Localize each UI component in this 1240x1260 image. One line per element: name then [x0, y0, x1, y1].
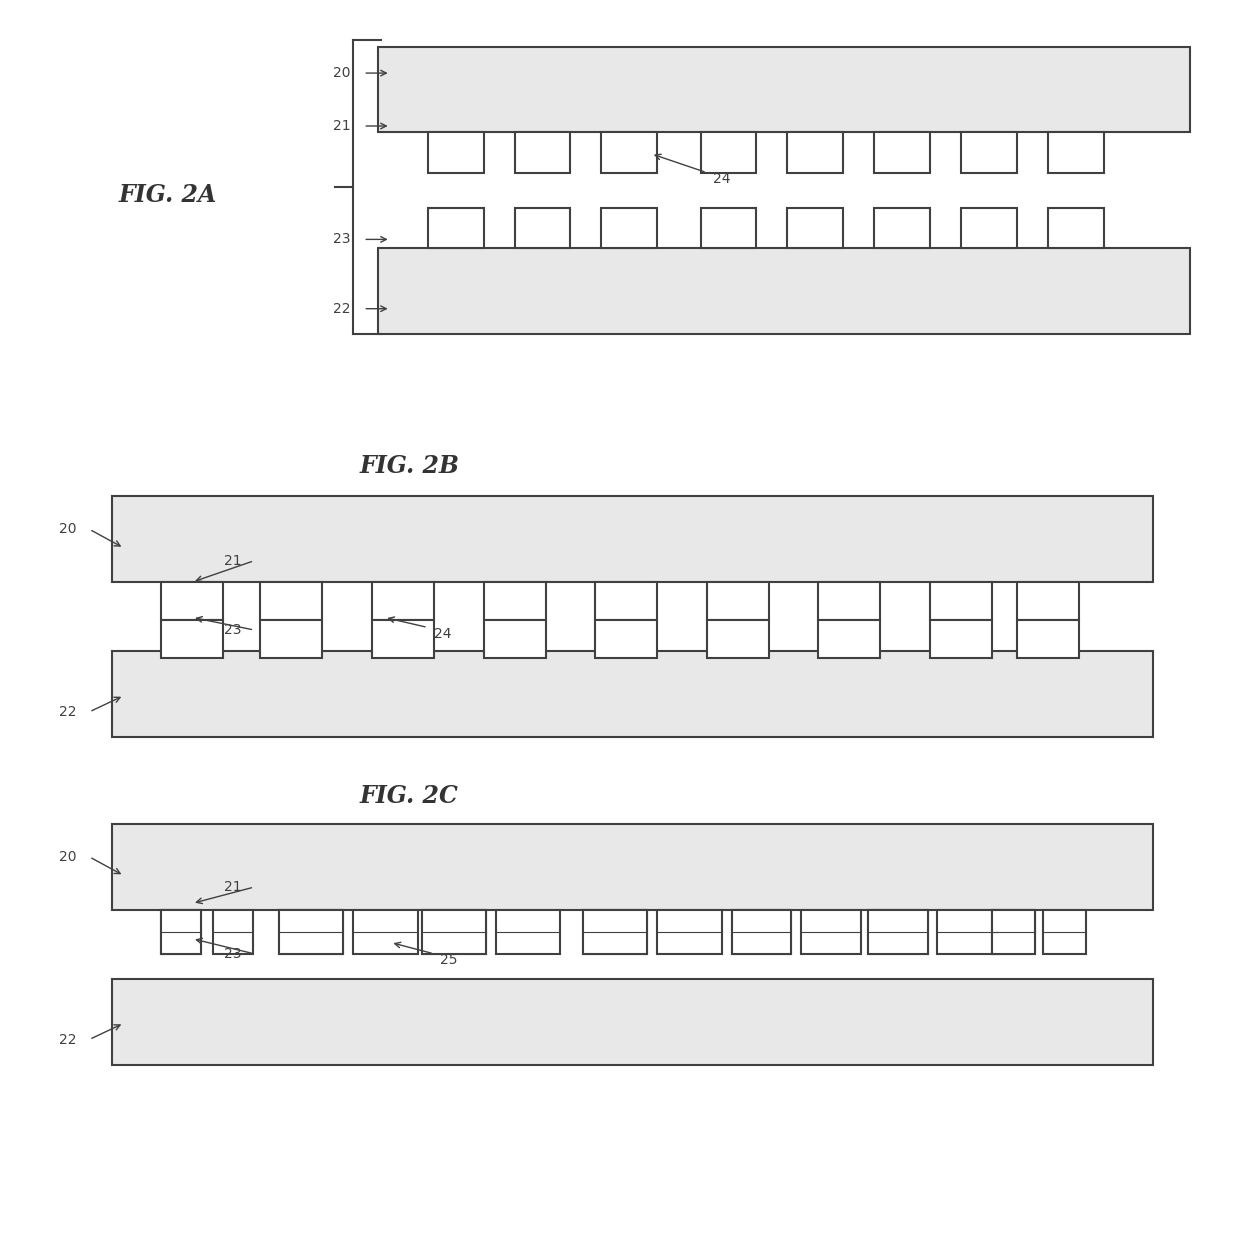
Bar [161, 582, 223, 620]
Bar [428, 132, 484, 173]
Bar [484, 582, 546, 620]
Bar [595, 582, 657, 620]
Bar [701, 208, 756, 248]
Text: 21: 21 [334, 118, 351, 134]
Bar [161, 910, 201, 954]
Bar [701, 132, 756, 173]
Text: 24: 24 [434, 626, 451, 641]
Bar [1048, 208, 1104, 248]
Bar [992, 910, 1035, 954]
Text: 24: 24 [713, 171, 730, 186]
Bar [732, 910, 791, 954]
Bar [937, 910, 997, 954]
Bar [279, 910, 343, 954]
Bar [378, 248, 1190, 334]
Bar [583, 910, 647, 954]
Text: 23: 23 [224, 622, 242, 638]
Text: 22: 22 [334, 301, 351, 316]
Bar [260, 582, 322, 620]
Bar [818, 582, 880, 620]
Bar [868, 910, 928, 954]
Bar [818, 620, 880, 658]
Bar [601, 208, 657, 248]
Bar [422, 910, 486, 954]
Bar [279, 910, 343, 954]
Text: 23: 23 [334, 232, 351, 247]
Bar [601, 132, 657, 173]
Bar [1043, 910, 1086, 954]
Bar [961, 208, 1017, 248]
Bar [515, 208, 570, 248]
Bar [657, 910, 722, 954]
Bar [801, 910, 861, 954]
Text: FIG. 2C: FIG. 2C [360, 784, 459, 809]
Text: FIG. 2B: FIG. 2B [360, 454, 459, 479]
Bar [161, 620, 223, 658]
Bar [428, 208, 484, 248]
Text: 20: 20 [60, 849, 77, 864]
Bar [874, 208, 930, 248]
Bar [112, 651, 1153, 737]
Bar [707, 620, 769, 658]
Bar [112, 979, 1153, 1065]
Bar [595, 620, 657, 658]
Bar [372, 620, 434, 658]
Bar [112, 496, 1153, 582]
Bar [378, 47, 1190, 132]
Bar [213, 910, 253, 954]
Bar [787, 208, 843, 248]
Bar [1017, 620, 1079, 658]
Bar [930, 620, 992, 658]
Bar [422, 910, 486, 954]
Bar [874, 132, 930, 173]
Bar [868, 910, 928, 954]
Bar [1017, 582, 1079, 620]
Bar [583, 910, 647, 954]
Bar [787, 132, 843, 173]
Text: 22: 22 [60, 704, 77, 719]
Bar [1048, 132, 1104, 173]
Text: 20: 20 [60, 522, 77, 537]
Text: 21: 21 [224, 879, 242, 895]
Bar [930, 582, 992, 620]
Text: 22: 22 [60, 1032, 77, 1047]
Bar [112, 824, 1153, 910]
Bar [732, 910, 791, 954]
Text: FIG. 2A: FIG. 2A [118, 183, 217, 208]
Bar [484, 620, 546, 658]
Bar [161, 910, 201, 954]
Bar [353, 910, 418, 954]
Text: 25: 25 [440, 953, 458, 968]
Bar [260, 620, 322, 658]
Text: 21: 21 [224, 553, 242, 568]
Bar [961, 132, 1017, 173]
Bar [707, 582, 769, 620]
Bar [515, 132, 570, 173]
Text: 20: 20 [334, 66, 351, 81]
Bar [496, 910, 560, 954]
Bar [372, 582, 434, 620]
Bar [992, 910, 1035, 954]
Text: 23: 23 [224, 946, 242, 961]
